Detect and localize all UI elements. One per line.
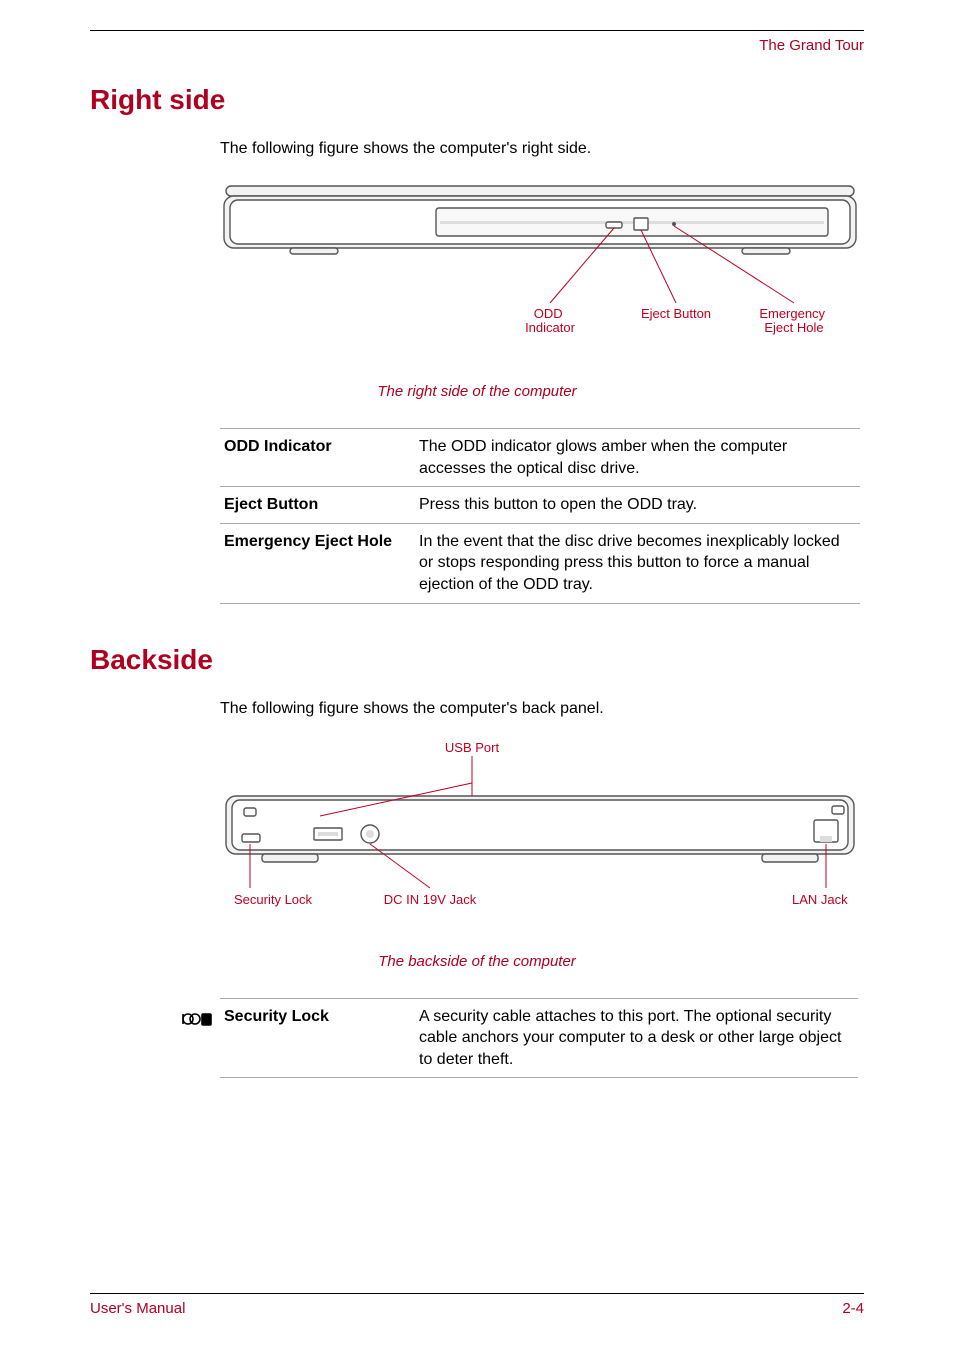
- intro-right-side: The following figure shows the computer'…: [220, 140, 864, 158]
- desc-emergency-eject: In the event that the disc drive becomes…: [415, 523, 860, 603]
- security-lock-icon: [180, 998, 218, 1035]
- header-rule: [90, 30, 864, 31]
- figure-right-side: ODD Indicator Eject Button Emergency Eje…: [220, 178, 864, 373]
- caption-backside: The backside of the computer: [90, 953, 864, 970]
- footer: User's Manual 2-4: [90, 1293, 864, 1317]
- label-security-lock: Security Lock: [234, 892, 313, 907]
- label-emergency-eject: Emergency Eject Hole: [759, 306, 828, 335]
- label-usb-port: USB Port: [445, 740, 500, 755]
- term-security-lock: Security Lock: [220, 998, 415, 1078]
- label-dc-in-jack: DC IN 19V Jack: [384, 892, 477, 907]
- label-lan-jack: LAN Jack: [792, 892, 848, 907]
- figure-backside: USB Port: [220, 738, 864, 943]
- table-backside: Security Lock A security cable attaches …: [220, 998, 858, 1079]
- desc-eject-button: Press this button to open the ODD tray.: [415, 487, 860, 524]
- footer-right: 2-4: [842, 1300, 864, 1317]
- header-chapter: The Grand Tour: [90, 37, 864, 54]
- desc-security-lock: A security cable attaches to this port. …: [415, 998, 858, 1078]
- term-eject-button: Eject Button: [220, 487, 415, 524]
- term-odd-indicator: ODD Indicator: [220, 429, 415, 487]
- term-emergency-eject: Emergency Eject Hole: [220, 523, 415, 603]
- table-right-side: ODD Indicator The ODD indicator glows am…: [220, 428, 860, 604]
- label-odd-indicator: ODD Indicator: [525, 306, 576, 335]
- caption-right-side: The right side of the computer: [90, 383, 864, 400]
- label-eject-button: Eject Button: [641, 306, 711, 321]
- heading-right-side: Right side: [90, 84, 864, 116]
- desc-odd-indicator: The ODD indicator glows amber when the c…: [415, 429, 860, 487]
- footer-left: User's Manual: [90, 1300, 185, 1317]
- intro-backside: The following figure shows the computer'…: [220, 700, 864, 718]
- heading-backside: Backside: [90, 644, 864, 676]
